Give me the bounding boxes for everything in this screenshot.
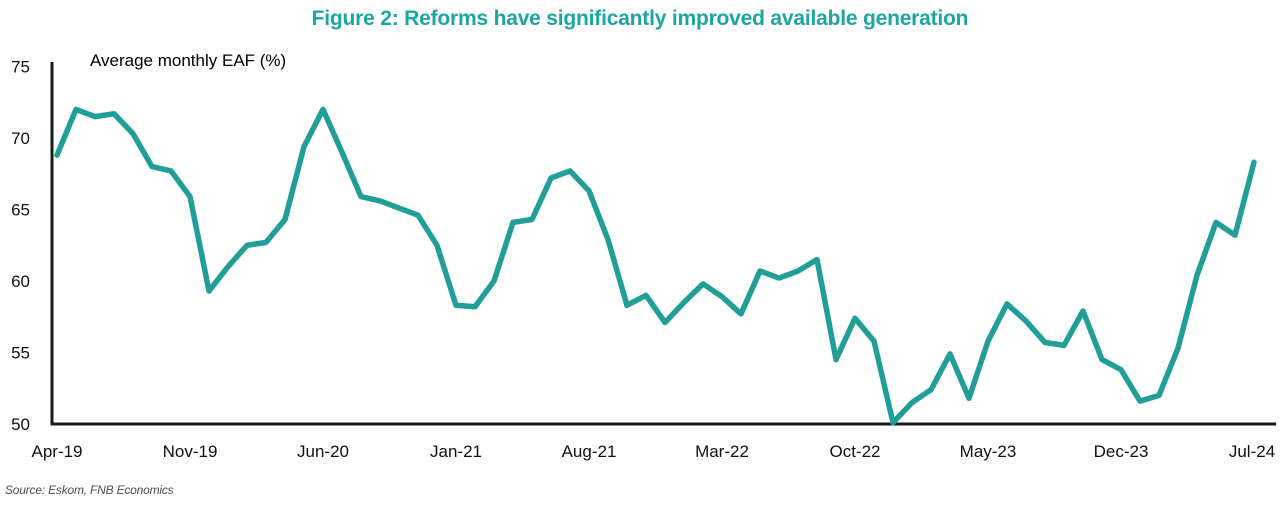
x-tick-label: Oct-22 xyxy=(829,442,880,461)
x-tick-label: May-23 xyxy=(960,442,1017,461)
eaf-series-line xyxy=(54,106,1257,426)
x-tick-label: Mar-22 xyxy=(695,442,749,461)
source-note: Source: Eskom, FNB Economics xyxy=(5,483,174,497)
y-tick-label: 65 xyxy=(11,201,30,220)
x-tick-label: Dec-23 xyxy=(1094,442,1149,461)
x-tick-label: Jul-24 xyxy=(1229,442,1275,461)
y-tick-label: 75 xyxy=(11,58,30,77)
x-axis: Apr-19 Nov-19 Jun-20 Jan-21 Aug-21 Mar-22 Oct-… xyxy=(31,442,1275,461)
y-axis: 50 55 60 65 70 75 xyxy=(11,58,30,435)
series-annotation-label: Average monthly EAF (%) xyxy=(90,51,286,70)
x-tick-label: Apr-19 xyxy=(31,442,82,461)
x-tick-label: Aug-21 xyxy=(562,442,617,461)
y-tick-label: 60 xyxy=(11,272,30,291)
page-title: Figure 2: Reforms have significantly imp… xyxy=(311,7,969,30)
y-tick-label: 50 xyxy=(11,415,30,434)
y-tick-label: 55 xyxy=(11,344,30,363)
x-tick-label: Jun-20 xyxy=(297,442,349,461)
x-tick-label: Jan-21 xyxy=(430,442,482,461)
y-tick-label: 70 xyxy=(11,129,30,148)
x-tick-label: Nov-19 xyxy=(163,442,218,461)
